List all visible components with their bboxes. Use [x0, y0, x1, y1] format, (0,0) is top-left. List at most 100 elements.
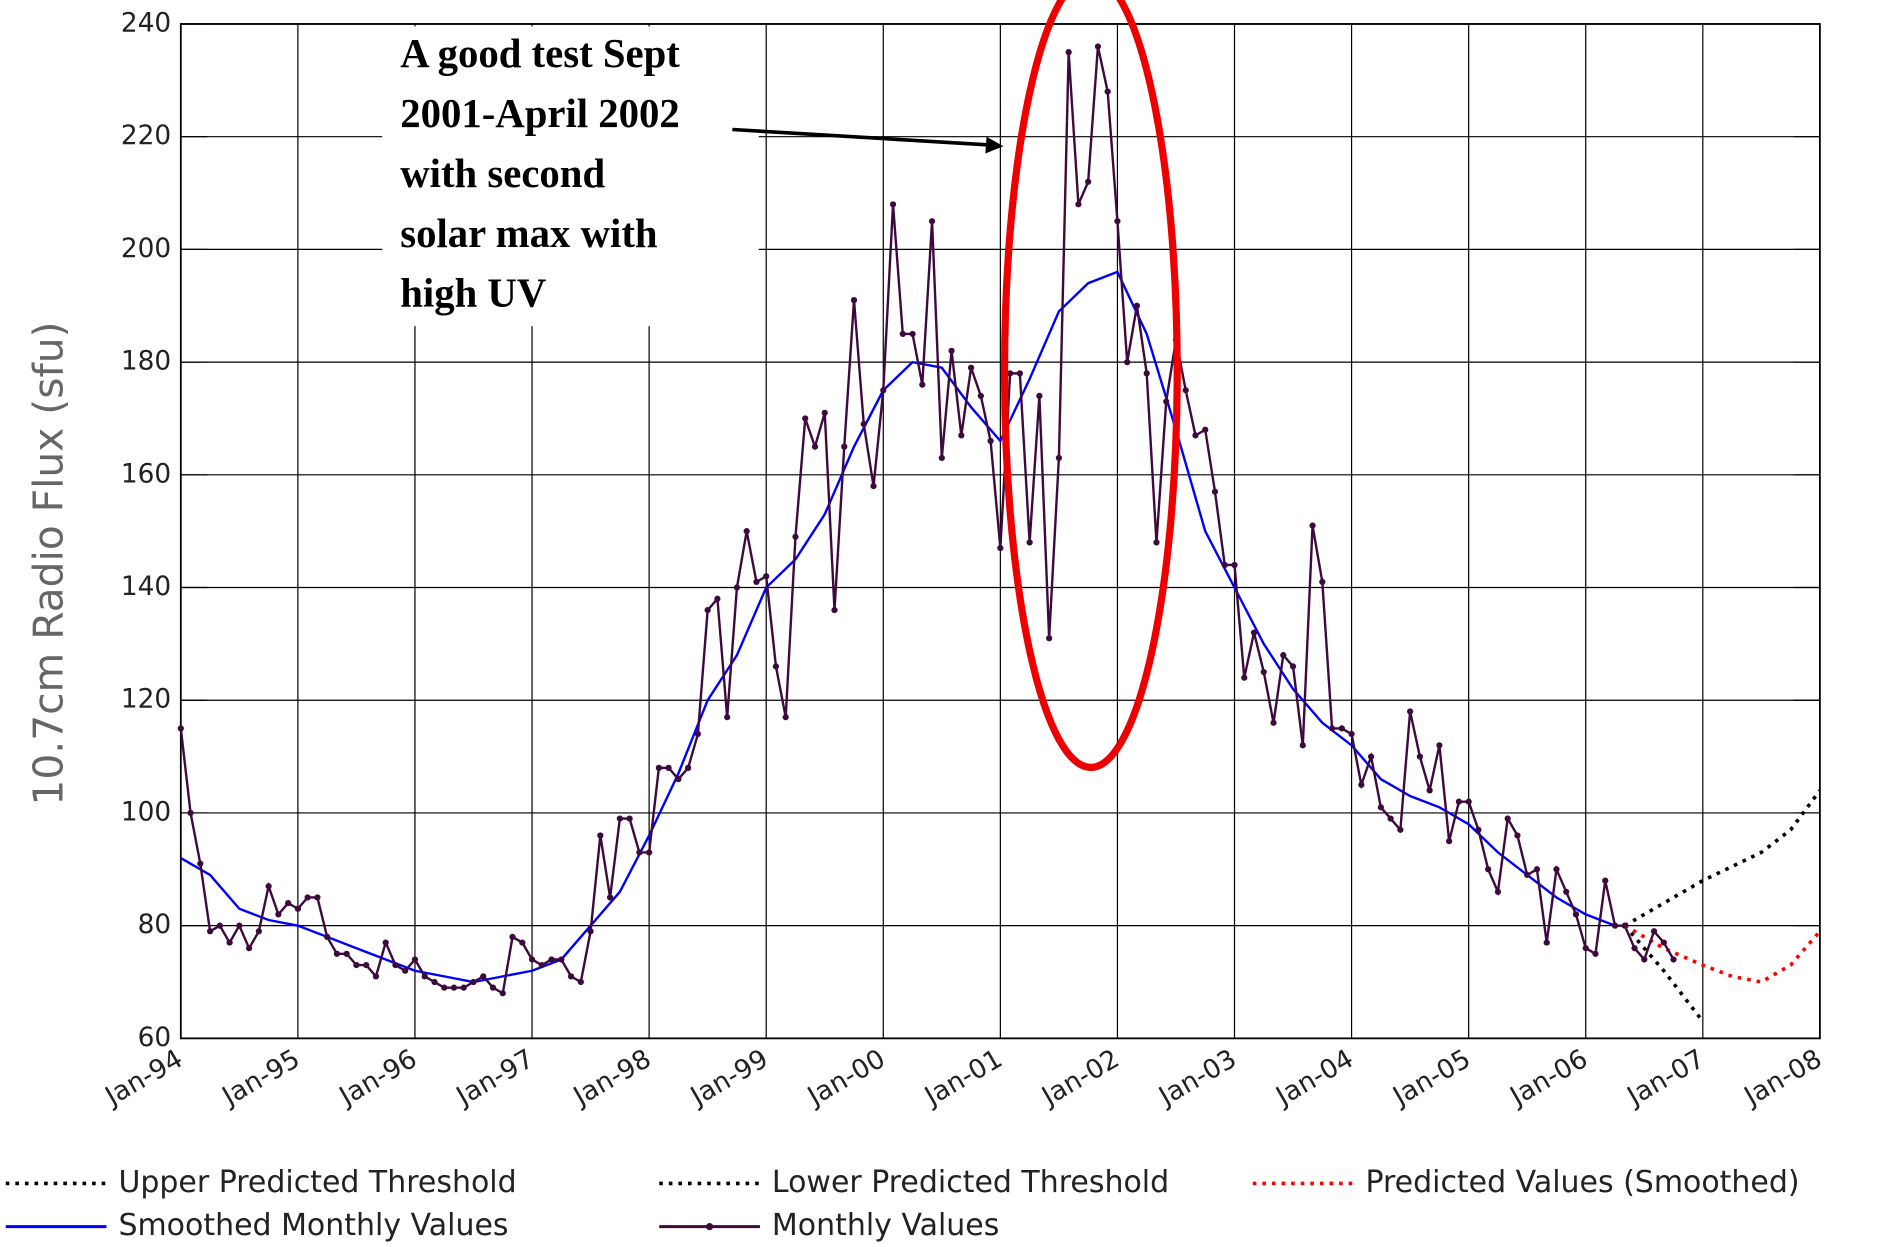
data-point: [519, 939, 526, 946]
data-point: [1426, 787, 1433, 794]
legend-label: Monthly Values: [772, 1208, 999, 1243]
data-point: [548, 956, 555, 963]
annotation-text: with second: [400, 151, 605, 196]
data-point: [1202, 426, 1209, 433]
data-point: [1650, 928, 1658, 935]
data-point: [1582, 945, 1589, 952]
annotation-text: high UV: [400, 271, 546, 316]
data-point: [694, 730, 702, 738]
series-line: [180, 46, 1675, 996]
annotation-text: 2001-April 2002: [400, 91, 680, 136]
data-point: [938, 454, 945, 462]
data-point: [304, 894, 311, 901]
data-point: [343, 950, 350, 957]
annotation-text: solar max with: [400, 211, 658, 256]
data-point: [1358, 781, 1365, 788]
data-point: [1250, 629, 1258, 636]
data-point: [372, 973, 380, 980]
data-point: [1153, 539, 1160, 546]
data-point: [1231, 561, 1238, 569]
y-tick-label: 140: [121, 572, 171, 602]
data-point: [606, 894, 614, 901]
x-tick-label: Jan-94: [99, 1044, 188, 1113]
x-tick-label: Jan-03: [1153, 1044, 1242, 1113]
data-point: [1006, 370, 1014, 377]
data-point: [314, 894, 321, 901]
data-point: [294, 905, 302, 912]
data-point: [1377, 804, 1384, 811]
data-point: [324, 933, 331, 941]
legend-label: Predicted Values (Smoothed): [1365, 1165, 1799, 1200]
data-point: [665, 764, 672, 771]
data-point: [577, 978, 584, 986]
data-point: [909, 330, 916, 338]
data-point: [616, 815, 623, 822]
y-tick-label: 220: [121, 121, 171, 151]
data-point: [772, 663, 780, 670]
data-point: [1075, 201, 1082, 208]
data-point: [1543, 939, 1550, 946]
x-tick-label: Jan-07: [1621, 1044, 1710, 1113]
data-point: [1221, 561, 1228, 569]
data-point: [1592, 950, 1599, 957]
x-tick-label: Jan-01: [918, 1044, 1007, 1113]
data-point: [714, 595, 721, 602]
data-point: [1094, 43, 1102, 50]
data-point: [870, 482, 877, 490]
data-point: [1309, 522, 1316, 529]
data-point: [1641, 956, 1648, 963]
data-point: [1065, 49, 1072, 56]
data-point: [743, 528, 750, 535]
data-point: [1475, 826, 1482, 833]
data-point: [333, 950, 341, 957]
data-point: [1026, 539, 1033, 546]
data-point: [245, 945, 253, 952]
data-point: [587, 928, 594, 935]
data-point: [655, 764, 662, 771]
data-point: [1133, 302, 1141, 309]
legend-label: Lower Predicted Threshold: [772, 1165, 1169, 1200]
data-point: [831, 606, 838, 614]
y-tick-label: 80: [138, 910, 172, 940]
data-point: [1397, 826, 1404, 833]
data-point: [1085, 178, 1092, 185]
data-point: [1211, 488, 1219, 495]
data-point: [1514, 832, 1521, 839]
annotation-arrow: [732, 127, 992, 147]
x-tick-label: Jan-06: [1504, 1044, 1593, 1113]
data-point: [1163, 398, 1170, 405]
x-tick-label: Jan-96: [333, 1044, 422, 1113]
data-point: [675, 776, 682, 783]
y-tick-label: 60: [138, 1023, 172, 1053]
data-point: [1328, 725, 1336, 732]
data-point: [1143, 370, 1150, 377]
data-point: [782, 714, 789, 721]
data-point: [1319, 578, 1326, 586]
data-point: [841, 443, 848, 450]
data-point: [1192, 432, 1199, 439]
data-point: [704, 606, 711, 614]
data-point: [275, 911, 282, 918]
data-point: [802, 415, 809, 422]
data-point: [1494, 888, 1502, 895]
data-point: [763, 573, 770, 580]
data-point: [216, 922, 223, 929]
data-point: [177, 725, 184, 732]
x-tick-label: Jan-95: [216, 1044, 305, 1113]
data-point: [1602, 877, 1609, 884]
data-point: [402, 967, 409, 974]
data-point: [499, 990, 506, 997]
data-point: [509, 933, 516, 941]
data-point: [1553, 866, 1560, 873]
data-point: [1621, 922, 1628, 929]
data-point: [1016, 370, 1023, 377]
data-point: [811, 443, 819, 450]
data-point: [967, 364, 975, 371]
y-tick-label: 240: [121, 8, 171, 38]
data-point: [1465, 798, 1472, 805]
data-point: [733, 584, 741, 591]
data-point: [1563, 888, 1570, 895]
data-point: [1660, 939, 1667, 946]
